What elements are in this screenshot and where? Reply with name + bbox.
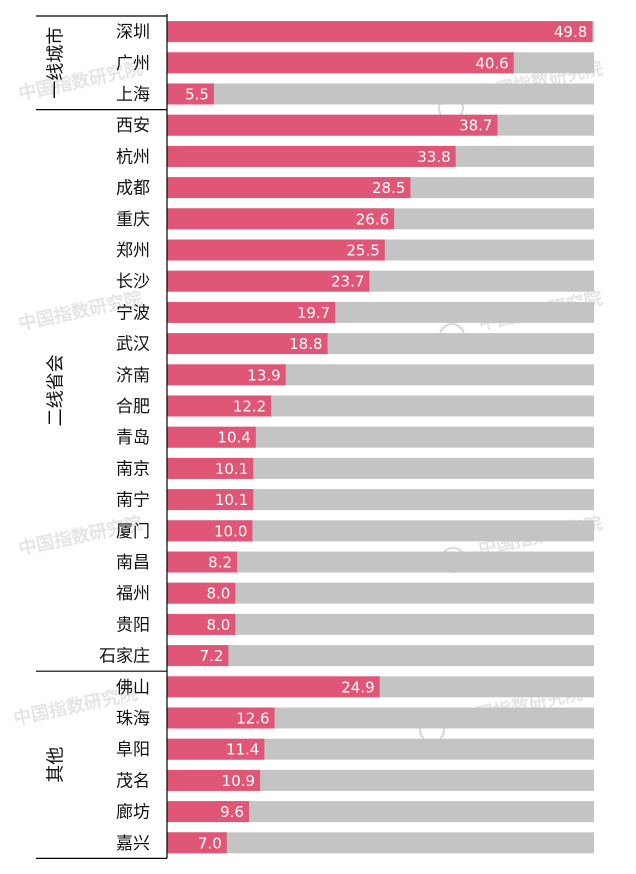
data-label: 8.0 <box>206 585 230 603</box>
bar-贵阳 <box>167 613 236 635</box>
data-label: 26.6 <box>356 210 389 228</box>
category-label: 合肥 <box>116 397 150 417</box>
category-label: 福州 <box>116 584 150 604</box>
category-label: 武汉 <box>116 335 150 355</box>
data-label: 8.0 <box>206 616 230 634</box>
data-label: 28.5 <box>372 179 405 197</box>
bar-济南 <box>167 364 286 386</box>
category-label: 宁波 <box>116 303 150 323</box>
data-label: 40.6 <box>475 54 508 72</box>
bar-石家庄 <box>167 645 229 667</box>
bar-track <box>167 738 594 760</box>
data-label: 38.7 <box>459 117 492 135</box>
bar-嘉兴 <box>167 832 227 854</box>
data-label: 23.7 <box>331 273 364 291</box>
category-label: 珠海 <box>116 709 150 729</box>
data-label: 10.0 <box>214 522 247 540</box>
category-label: 石家庄 <box>99 647 150 667</box>
bar-track <box>167 582 594 604</box>
bar-武汉 <box>167 333 328 355</box>
data-label: 11.4 <box>226 741 259 759</box>
data-label: 49.8 <box>554 23 587 41</box>
category-label: 杭州 <box>116 147 150 167</box>
bar-茂名 <box>167 769 261 791</box>
bar-track <box>167 426 594 448</box>
bar-长沙 <box>167 270 370 292</box>
category-label: 阜阳 <box>116 740 150 760</box>
category-label: 南昌 <box>116 553 150 573</box>
data-label: 10.9 <box>222 772 255 790</box>
bar-track <box>167 613 594 635</box>
data-label: 12.6 <box>236 710 269 728</box>
data-label: 7.2 <box>200 647 224 665</box>
data-label: 33.8 <box>417 148 450 166</box>
category-label: 成都 <box>116 179 150 199</box>
bar-track <box>167 520 594 542</box>
category-label: 广州 <box>116 54 150 74</box>
data-label: 10.1 <box>215 460 248 478</box>
bar-track <box>167 645 594 667</box>
bar-南京 <box>167 457 254 479</box>
category-label: 佛山 <box>116 678 150 698</box>
bar-宁波 <box>167 301 336 323</box>
bar-南宁 <box>167 489 254 511</box>
bar-上海 <box>167 83 214 105</box>
bar-track <box>167 801 594 823</box>
bar-track <box>167 832 594 854</box>
bar-阜阳 <box>167 738 265 760</box>
bar-track <box>167 83 594 105</box>
bar-佛山 <box>167 676 380 698</box>
data-label: 25.5 <box>346 242 379 260</box>
category-label: 廊坊 <box>116 803 150 823</box>
group-label: 二线省会 <box>46 354 67 426</box>
data-label: 9.6 <box>220 803 244 821</box>
category-label: 重庆 <box>116 210 150 230</box>
data-label: 7.0 <box>198 834 222 852</box>
category-label: 济南 <box>116 366 150 386</box>
data-label: 5.5 <box>185 86 209 104</box>
bar-track <box>167 457 594 479</box>
data-label: 8.2 <box>208 554 232 572</box>
category-label: 南宁 <box>116 491 150 511</box>
data-label: 18.8 <box>289 335 322 353</box>
bar-成都 <box>167 177 411 199</box>
bar-track <box>167 489 594 511</box>
bar-深圳 <box>167 21 593 43</box>
bar-郑州 <box>167 239 385 261</box>
bar-广州 <box>167 52 514 74</box>
category-label: 嘉兴 <box>116 834 150 854</box>
bar-廊坊 <box>167 801 249 823</box>
bar-合肥 <box>167 395 272 417</box>
bar-厦门 <box>167 520 253 542</box>
data-label: 10.1 <box>215 491 248 509</box>
bar-福州 <box>167 582 236 604</box>
category-label: 西安 <box>116 116 150 136</box>
category-label: 长沙 <box>116 272 150 292</box>
bar-杭州 <box>167 145 456 167</box>
category-label: 上海 <box>116 85 150 105</box>
bar-track <box>167 395 594 417</box>
category-label: 青岛 <box>116 428 150 448</box>
bar-南昌 <box>167 551 238 573</box>
bar-track <box>167 551 594 573</box>
data-label: 13.9 <box>247 366 280 384</box>
data-label: 10.4 <box>217 429 250 447</box>
category-label: 深圳 <box>116 23 150 43</box>
group-label: 一线城市 <box>46 27 67 99</box>
category-label: 厦门 <box>116 522 150 542</box>
category-label: 南京 <box>116 459 150 479</box>
category-label: 贵阳 <box>116 615 150 635</box>
group-label: 其他 <box>46 747 67 783</box>
category-label: 茂名 <box>116 771 150 791</box>
data-label: 19.7 <box>297 304 330 322</box>
bar-西安 <box>167 114 498 136</box>
bar-track <box>167 769 594 791</box>
bar-青岛 <box>167 426 256 448</box>
bar-珠海 <box>167 707 275 729</box>
data-label: 24.9 <box>341 678 374 696</box>
data-label: 12.2 <box>233 398 266 416</box>
bar-重庆 <box>167 208 395 230</box>
category-label: 郑州 <box>116 241 150 261</box>
